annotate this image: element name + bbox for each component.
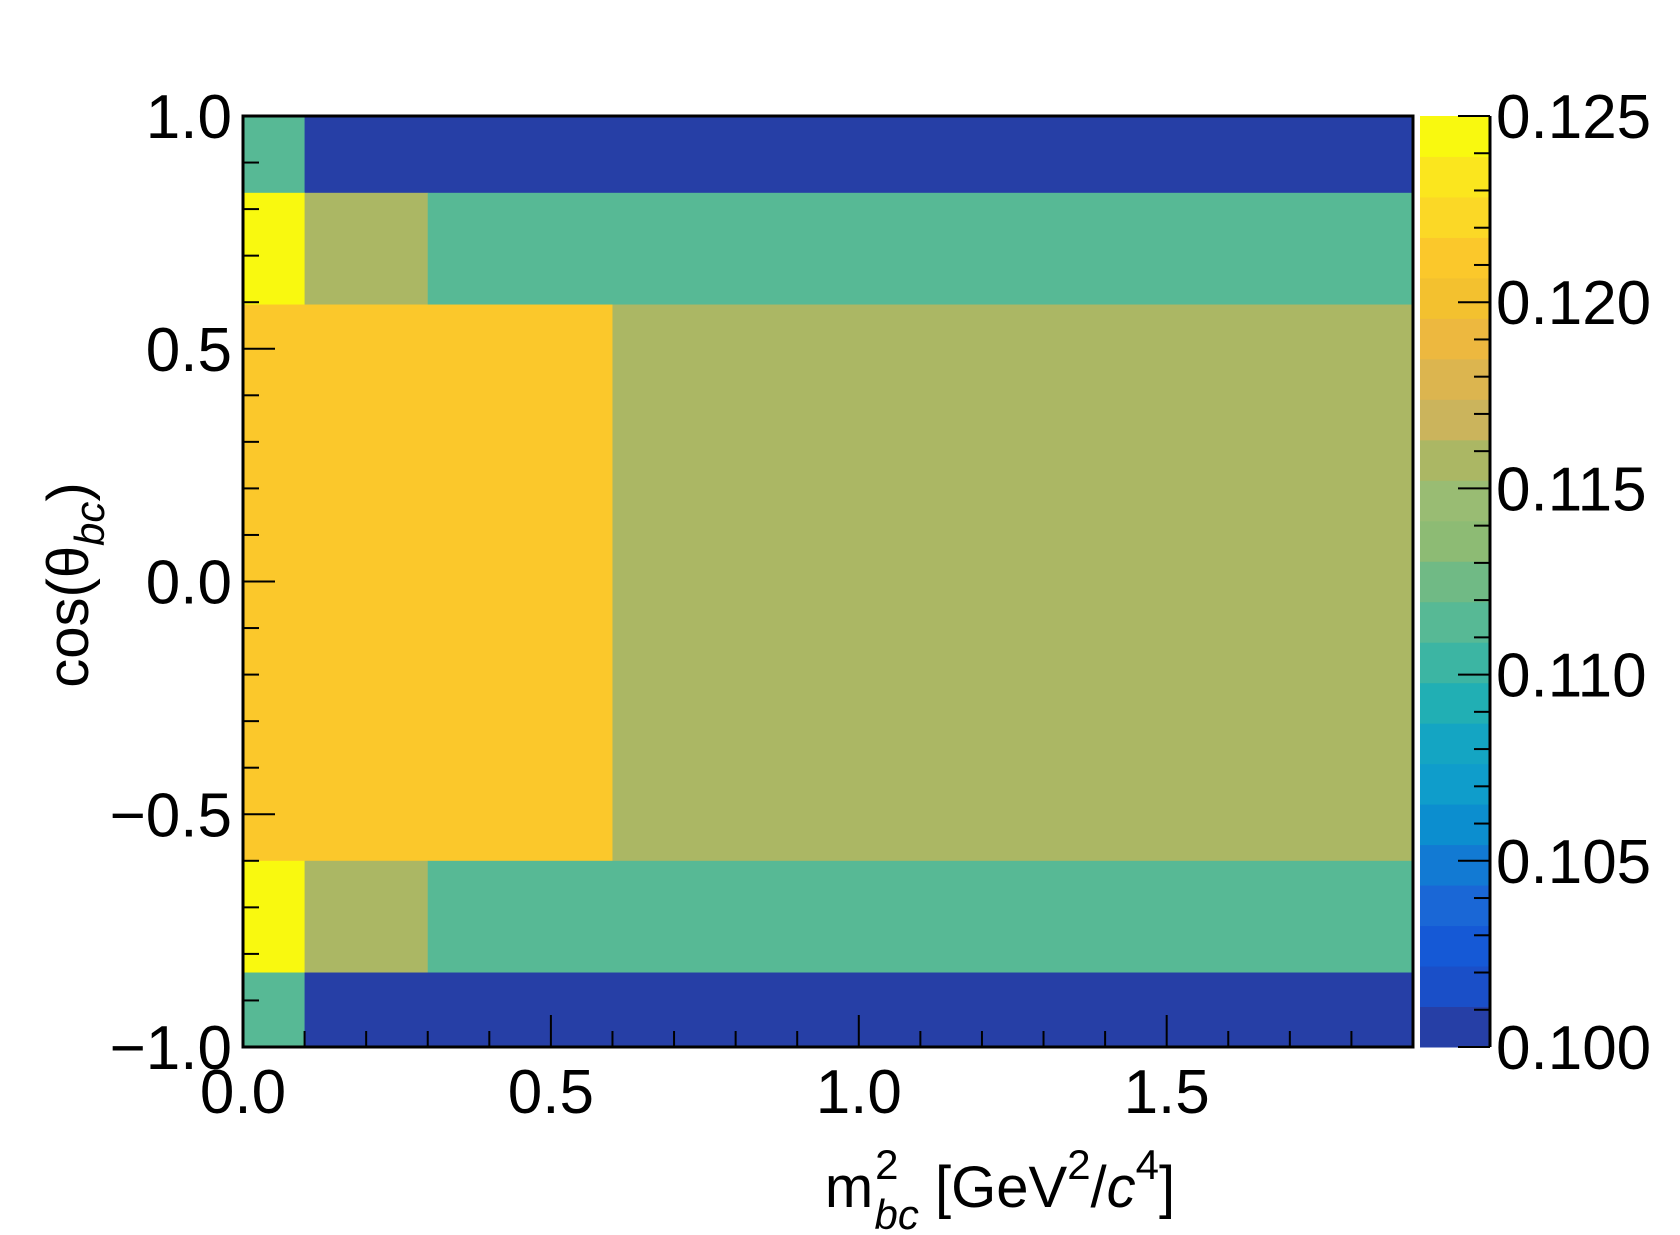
colorbar-swatch bbox=[1420, 885, 1490, 927]
x-tick-labels: 0.0 0.5 1.0 1.5 bbox=[200, 1058, 1210, 1127]
colorbar-tick-label: 0.110 bbox=[1496, 642, 1647, 711]
colorbar-swatch bbox=[1420, 925, 1490, 967]
colorbar-swatch bbox=[1420, 1006, 1490, 1048]
colorbar-swatch bbox=[1420, 723, 1490, 765]
y-axis-title: cos(θbc) bbox=[36, 482, 113, 688]
colorbar-swatch bbox=[1420, 561, 1490, 603]
heatmap-cell bbox=[304, 116, 1414, 194]
y-tick-label: −1.0 bbox=[110, 1014, 232, 1083]
heatmap-cell bbox=[243, 304, 613, 862]
heatmap-cell bbox=[427, 860, 1414, 974]
colorbar-swatch bbox=[1420, 844, 1490, 886]
colorbar-swatch bbox=[1420, 480, 1490, 522]
colorbar-tick-label: 0.105 bbox=[1496, 828, 1651, 897]
heatmap-cell bbox=[243, 860, 306, 974]
heatmap-cell bbox=[243, 116, 306, 194]
colorbar-tick-label: 0.115 bbox=[1496, 455, 1647, 524]
y-tick-label: 0.0 bbox=[146, 549, 232, 618]
colorbar-swatch bbox=[1420, 601, 1490, 643]
colorbar-swatch bbox=[1420, 196, 1490, 238]
colorbar-swatch bbox=[1420, 682, 1490, 724]
heatmap-cell bbox=[304, 860, 429, 974]
x-tick-label: 0.0 bbox=[200, 1058, 286, 1127]
heatmap-cells bbox=[243, 116, 1414, 1048]
x-tick-label: 1.5 bbox=[1124, 1058, 1210, 1127]
y-tick-label: 0.5 bbox=[146, 316, 232, 385]
colorbar-tick-label: 0.100 bbox=[1496, 1014, 1651, 1083]
colorbar-swatch bbox=[1420, 520, 1490, 562]
heatmap-cell bbox=[243, 192, 306, 306]
colorbar-swatch bbox=[1420, 399, 1490, 441]
heatmap-cell bbox=[304, 192, 429, 306]
colorbar bbox=[1420, 115, 1492, 1048]
colorbar-swatch bbox=[1420, 116, 1490, 157]
y-tick-label: −0.5 bbox=[110, 781, 232, 850]
y-tick-label: 1.0 bbox=[146, 83, 232, 152]
heatmap-cell bbox=[243, 972, 306, 1048]
colorbar-tick-labels: 0.125 0.120 0.115 0.110 0.105 0.100 bbox=[1496, 83, 1651, 1083]
colorbar-swatch bbox=[1420, 237, 1490, 279]
x-tick-label: 1.0 bbox=[816, 1058, 902, 1127]
colorbar-swatch bbox=[1420, 277, 1490, 319]
axis-ticks bbox=[242, 115, 1414, 1048]
colorbar-swatch bbox=[1420, 763, 1490, 805]
colorbar-swatch bbox=[1420, 358, 1490, 400]
heatmap-cell bbox=[427, 192, 1414, 306]
x-tick-label: 0.5 bbox=[508, 1058, 594, 1127]
colorbar-tick-label: 0.120 bbox=[1496, 269, 1651, 338]
heatmap-cell bbox=[612, 304, 1414, 862]
colorbar-swatch bbox=[1420, 439, 1490, 481]
colorbar-tick-label: 0.125 bbox=[1496, 83, 1651, 152]
colorbar-swatch bbox=[1420, 642, 1490, 684]
colorbar-swatch bbox=[1420, 804, 1490, 846]
x-axis-title: m2 bc [GeV2/c4] bbox=[825, 1141, 1175, 1230]
y-tick-labels: 1.0 0.5 0.0 −0.5 −1.0 bbox=[110, 83, 232, 1083]
